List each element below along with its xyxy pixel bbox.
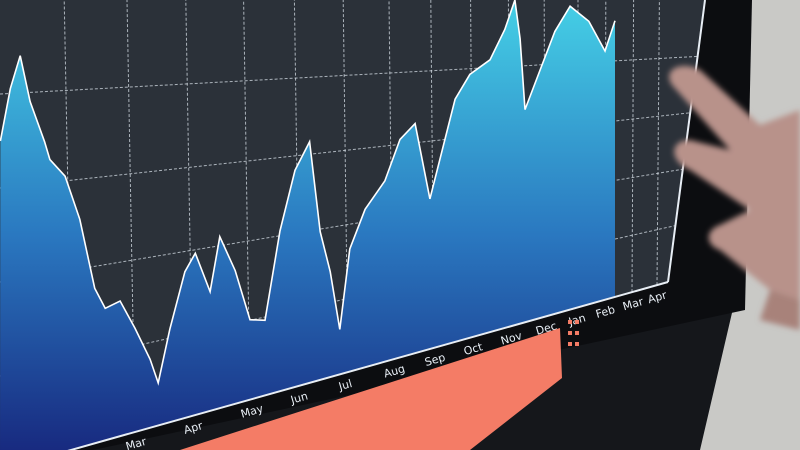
x-tick-label: Oct (462, 340, 485, 358)
x-tick-label: Feb (594, 303, 616, 321)
x-axis (67, 281, 669, 450)
area-fill (0, 0, 615, 450)
x-tick-label: Jun (288, 389, 309, 407)
x-tick-label: Aug (382, 362, 406, 380)
x-tick-label: Apr (182, 419, 204, 437)
x-tick-label: May (239, 402, 265, 421)
vertical-gridline (185, 0, 194, 416)
x-tick-label: Mar (621, 295, 645, 313)
x-tick-label: Jul (336, 377, 353, 393)
vertical-gridline (656, 0, 660, 286)
x-tick-label: Sep (423, 351, 447, 369)
vertical-gridline (631, 0, 635, 293)
bar-dots (568, 320, 579, 346)
horizontal-gridline (0, 112, 691, 189)
salmon-bar (180, 328, 562, 450)
hand (669, 65, 800, 330)
series-line (0, 0, 616, 386)
x-tick-label: Apr (646, 288, 668, 306)
x-tick-label: Mar (124, 435, 148, 450)
